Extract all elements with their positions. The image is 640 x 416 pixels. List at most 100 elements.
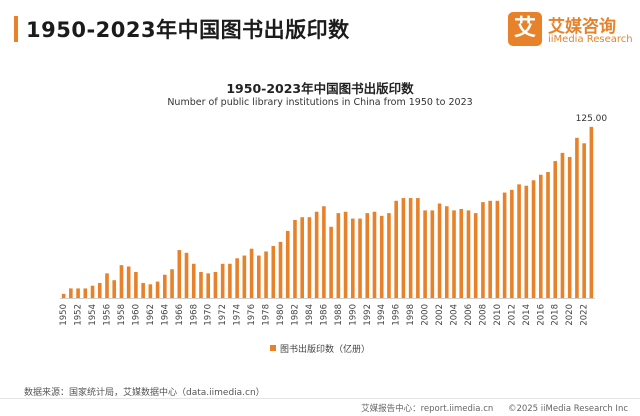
chart-title: 1950-2023年中国图书出版印数 — [226, 81, 414, 96]
x-tick-label: 2000 — [421, 304, 431, 326]
x-tick-label: 2012 — [507, 304, 517, 326]
bar-1959 — [126, 266, 131, 298]
bar-1995 — [387, 213, 391, 298]
bar-chart: 1950 1952 1954 1956 1958 1960 1962 1964 1966 1968… — [59, 114, 608, 326]
x-tick-label: 2002 — [435, 304, 445, 326]
bar-1981 — [285, 230, 290, 298]
bar-1975 — [242, 255, 247, 298]
bar-2000 — [423, 210, 427, 298]
bar-2004 — [452, 210, 456, 298]
bar-1969 — [199, 271, 203, 298]
bar-2008 — [481, 202, 485, 298]
chart-subtitle: Number of public library institutions in… — [167, 97, 473, 108]
bar-1998 — [408, 198, 413, 298]
bar-1992 — [365, 213, 370, 298]
bar-1989 — [343, 211, 348, 298]
x-tick-label: 1982 — [290, 304, 300, 326]
x-tick-label: 1962 — [146, 304, 156, 326]
bar-2018 — [553, 161, 558, 298]
bar-1978 — [264, 251, 268, 298]
bar-2014 — [524, 185, 529, 298]
bar-2015 — [531, 180, 536, 298]
bar-1972 — [220, 263, 225, 298]
x-tick-label: 2016 — [536, 304, 546, 326]
bar-1966 — [177, 250, 182, 298]
x-tick-label: 1980 — [276, 304, 286, 326]
bar-2019 — [560, 152, 565, 298]
bar-1985 — [314, 211, 319, 298]
bar-1979 — [271, 245, 276, 298]
bar-2003 — [444, 206, 449, 298]
x-tick-label: 1968 — [189, 304, 199, 326]
bar-1993 — [372, 211, 377, 298]
x-tick-label: 2008 — [478, 304, 488, 326]
bar-1970 — [206, 273, 211, 298]
x-tick-label: 1984 — [305, 304, 315, 326]
x-tick-label: 1960 — [131, 304, 141, 326]
footer-divider — [0, 398, 640, 399]
bar-2022 — [582, 143, 586, 298]
footer-copyright: ©2025 iiMedia Research Inc — [507, 404, 628, 414]
bar-1964 — [163, 274, 167, 298]
bar-2007 — [473, 213, 478, 298]
bar-2020 — [567, 156, 572, 298]
x-tick-label: 1950 — [59, 304, 69, 326]
bar-2013 — [517, 184, 521, 298]
bar-1961 — [141, 282, 145, 298]
bar-1988 — [336, 213, 341, 298]
bar-1952 — [76, 288, 80, 298]
bar-2011 — [502, 192, 507, 298]
bar-1980 — [278, 241, 283, 298]
x-tick-label: 1964 — [160, 304, 170, 326]
x-tick-label: 1978 — [262, 304, 272, 326]
page-title: 1950-2023年中国图书出版印数 — [26, 18, 350, 42]
brand-name-cn: 艾媒咨询 — [548, 17, 616, 37]
bar-2012 — [510, 189, 514, 298]
bar-1977 — [257, 255, 261, 298]
x-tick-label: 1958 — [117, 304, 127, 326]
bar-1984 — [307, 217, 312, 298]
title-accent-bar — [14, 16, 18, 42]
chart-legend: 图书出版印数（亿册） — [0, 342, 640, 355]
x-tick-label: 1974 — [233, 304, 243, 326]
source-note: 数据来源：国家统计局，艾媒数据中心（data.iimedia.cn） — [24, 388, 265, 398]
x-tick-label: 1956 — [102, 304, 112, 326]
footer: 艾媒报告中心：report.iimedia.cn ©2025 iiMedia R… — [349, 402, 628, 414]
x-tick-label: 1992 — [363, 304, 373, 326]
bar-1963 — [155, 281, 160, 298]
bar-1951 — [69, 288, 73, 298]
bar-2005 — [459, 209, 464, 298]
bar-1994 — [379, 215, 384, 298]
bar-2017 — [546, 172, 550, 298]
x-tick-label: 1986 — [319, 304, 329, 326]
x-tick-label: 2022 — [580, 304, 590, 326]
brand-logo: 艾 艾媒咨询 iiMedia Research — [508, 10, 633, 54]
bar-1968 — [191, 263, 196, 298]
x-tick-label: 2004 — [450, 304, 460, 326]
bar-1971 — [213, 271, 218, 298]
bar-1986 — [322, 206, 326, 298]
data-label-2023: 125.00 — [576, 114, 608, 124]
x-tick-label: 1994 — [377, 304, 387, 326]
bar-1960 — [134, 271, 138, 298]
bar-2001 — [430, 210, 435, 298]
bar-1954 — [90, 285, 95, 298]
x-tick-label: 1970 — [204, 304, 214, 326]
bar-1987 — [329, 226, 333, 298]
x-tick-label: 1972 — [218, 304, 228, 326]
x-tick-label: 1996 — [392, 304, 402, 326]
bar-1999 — [416, 198, 420, 298]
x-tick-label: 1976 — [247, 304, 257, 326]
x-tick-label: 1988 — [334, 304, 344, 326]
x-tick-label: 2014 — [522, 304, 532, 326]
bar-1955 — [97, 282, 102, 298]
bar-1983 — [300, 217, 304, 298]
brand-mark-icon: 艾 — [508, 12, 542, 46]
legend-swatch — [269, 345, 276, 351]
footer-report-link[interactable]: 艾媒报告中心：report.iimedia.cn — [361, 404, 494, 414]
bar-1957 — [112, 280, 117, 298]
x-tick-label: 2006 — [464, 304, 474, 326]
bar-1967 — [184, 252, 189, 298]
bar-1953 — [83, 288, 88, 298]
bar-1991 — [358, 218, 362, 298]
